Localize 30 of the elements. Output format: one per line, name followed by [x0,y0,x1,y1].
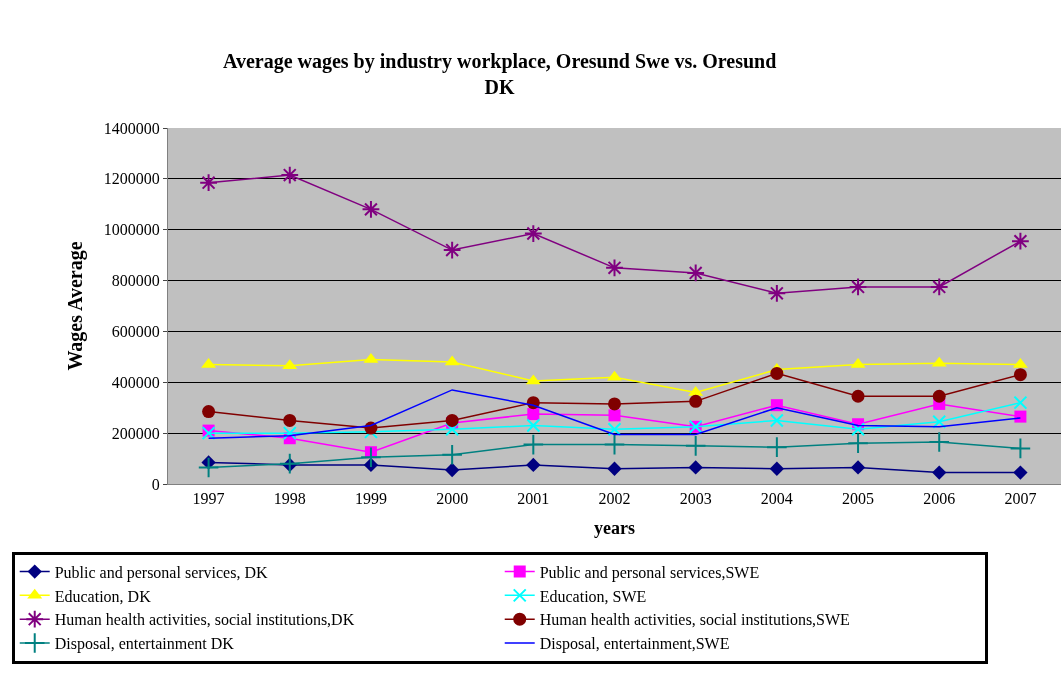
x-tick-label: 2004 [760,490,793,508]
y-tick-label: 200000 [111,424,160,442]
x-tick-label: 2000 [436,490,469,508]
x-tick-label: 2002 [598,490,631,508]
x-axis-title: years [594,518,635,539]
y-tick-label: 800000 [111,272,160,290]
chart-title: Average wages by industry workplace, Oresund Swe vs. Oresund DK [222,49,777,98]
x-tick-label: 1997 [192,490,225,508]
x-tick-label: 2005 [842,490,875,508]
legend-label: Disposal, entertainment,SWE [539,635,730,654]
y-axis-title: Wages Average [64,241,88,371]
x-tick-label: 2003 [679,490,712,508]
y-tick-label: 0 [151,475,160,493]
y-tick-label: 1200000 [103,170,160,188]
legend-label: Human health activities, social institutions,DK [54,611,355,629]
legend-label: Public and personal services,SWE [539,563,760,582]
legend-label: Disposal, entertainment DK [54,635,235,654]
y-tick-label: 1400000 [103,119,160,137]
y-tick-label: 1000000 [103,221,160,239]
y-tick-label: 400000 [111,373,160,391]
x-tick-label: 1999 [354,490,387,508]
x-tick-label: 2007 [1004,490,1037,508]
legend-label: Education, DK [54,587,152,605]
x-tick-label: 2006 [923,490,956,508]
legend-label: Human health activities, social institutions,SWE [539,611,850,629]
x-tick-label: 1998 [273,490,306,508]
y-tick-label: 600000 [111,323,160,341]
x-tick-label: 2001 [517,490,550,508]
legend-label: Public and personal services, DK [54,563,269,582]
legend-label: Education, SWE [539,587,647,605]
